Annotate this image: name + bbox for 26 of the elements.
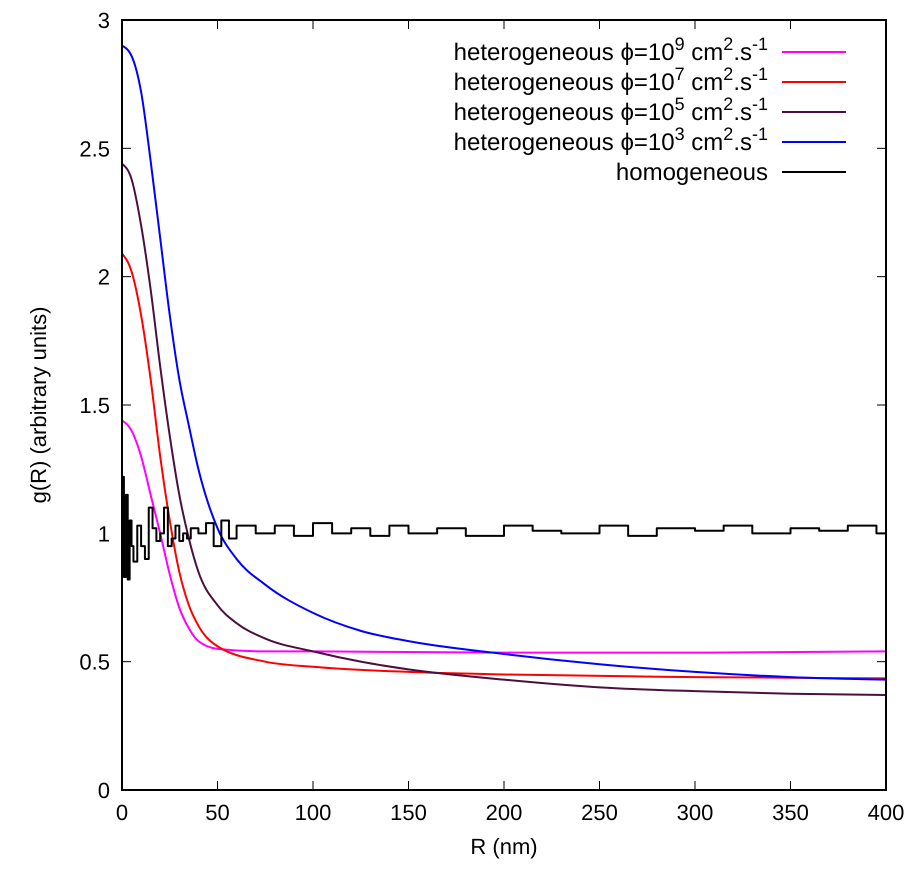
x-tick-label: 400 bbox=[868, 800, 904, 825]
line-series bbox=[121, 162, 887, 696]
y-tick-label: 0 bbox=[98, 778, 110, 803]
line-series bbox=[121, 419, 887, 654]
y-tick-label: 2.5 bbox=[79, 136, 110, 162]
y-axis-title: g(R) (arbitrary units) bbox=[26, 306, 51, 504]
y-tick-label: 2 bbox=[98, 264, 110, 290]
x-axis-title: R (nm) bbox=[470, 834, 538, 859]
legend-label: heterogeneous ϕ=10$^{9}$ cm$^{2}$.s$^{-1}$ bbox=[454, 34, 768, 66]
legend-label: heterogeneous ϕ=10$^{7}$ cm$^{2}$.s$^{-1}$ bbox=[454, 64, 768, 96]
legend-label: heterogeneous ϕ=10$^{3}$ cm$^{2}$.s$^{-1}$ bbox=[454, 124, 768, 156]
line-series bbox=[121, 252, 887, 680]
x-tick-label: 200 bbox=[486, 800, 522, 825]
x-tick-label: 50 bbox=[205, 800, 230, 825]
y-tick-label: 1.5 bbox=[79, 393, 110, 418]
legend-label: heterogeneous ϕ=10$^{5}$ cm$^{2}$.s$^{-1}$ bbox=[454, 94, 768, 126]
x-tick-label: 150 bbox=[390, 800, 427, 825]
x-tick-label: 100 bbox=[294, 800, 332, 825]
x-tick-label: 350 bbox=[772, 800, 809, 825]
y-tick-label: 0.5 bbox=[79, 650, 110, 675]
x-tick-label: 300 bbox=[676, 800, 714, 825]
y-tick-label: 3 bbox=[98, 8, 110, 33]
x-tick-label: 250 bbox=[581, 800, 618, 825]
legend-label: homogeneous bbox=[616, 159, 768, 186]
y-tick-label: 1 bbox=[98, 521, 110, 546]
x-tick-label: 0 bbox=[116, 800, 128, 825]
